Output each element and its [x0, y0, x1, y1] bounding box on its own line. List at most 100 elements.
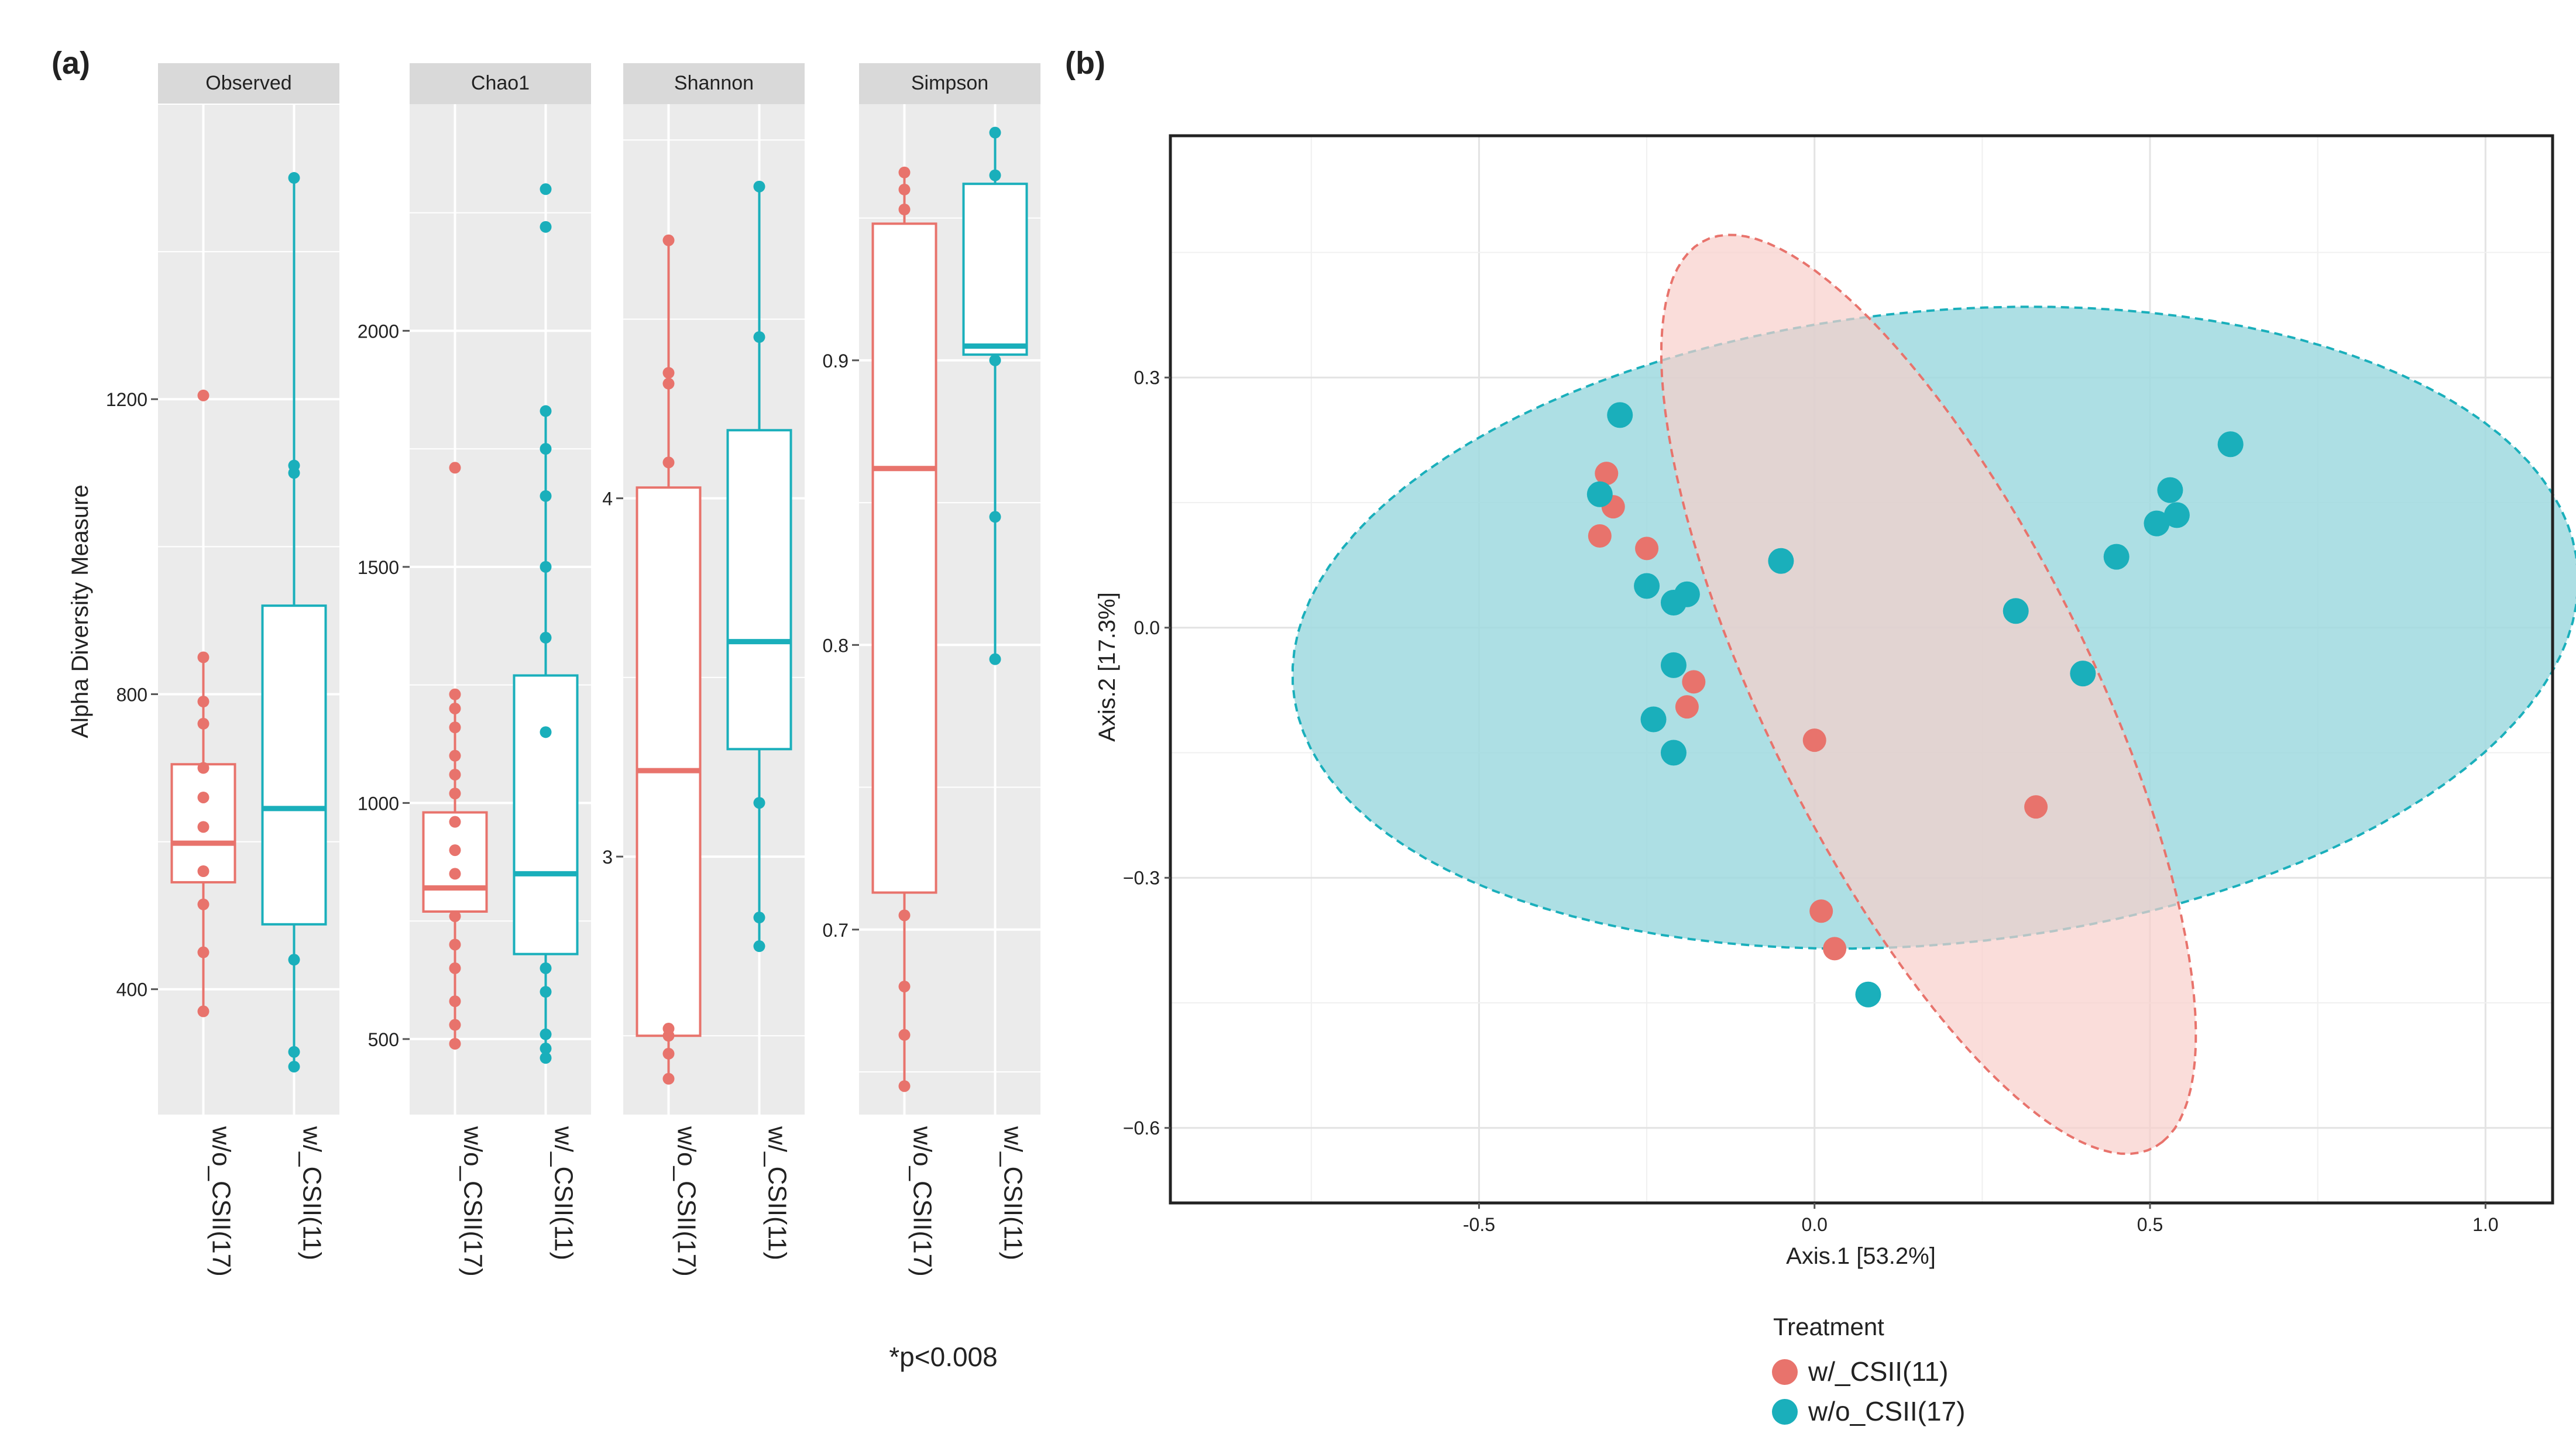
- point-with-csii: [1588, 524, 1612, 548]
- point-box-chao1-with-csii: [540, 221, 552, 233]
- strip-label-chao1: Chao1: [471, 72, 530, 94]
- point-box-observed-without-csii: [197, 762, 209, 774]
- point-box-shannon-without-csii: [662, 1047, 675, 1060]
- pcoa-y-axis-title: Axis.2 [17.3%]: [1094, 592, 1120, 742]
- box-shannon-without-csii: [636, 486, 702, 1037]
- panel-label-a: (a): [51, 46, 90, 81]
- point-box-simpson-without-csii: [898, 909, 911, 922]
- point-box-shannon-without-csii: [662, 377, 675, 390]
- point-box-chao1-without-csii: [449, 702, 461, 714]
- point-without-csii: [2003, 598, 2029, 624]
- point-box-shannon-with-csii: [753, 940, 765, 953]
- x-tick-label-box-shannon-with-csii: w/_CSII(11): [763, 1126, 792, 1260]
- point-box-shannon-without-csii: [662, 234, 675, 246]
- legend-key-with-csii: [1772, 1359, 1798, 1385]
- strip-label-observed: Observed: [205, 72, 291, 94]
- strip-label-simpson: Simpson: [911, 72, 988, 94]
- box-panel-simpson: Simpson 0.7 0.8 0.9 w/o_CSII(17) w/_CSII(11): [823, 63, 1040, 1277]
- x-tick-label-box-observed-without-csii: w/o_CSII(17): [207, 1126, 236, 1277]
- point-without-csii: [2157, 477, 2183, 503]
- point-with-csii: [1809, 899, 1833, 923]
- point-box-simpson-without-csii: [898, 203, 911, 215]
- legend-title: Treatment: [1773, 1313, 1884, 1340]
- point-box-shannon-without-csii: [662, 456, 675, 469]
- point-box-chao1-without-csii: [449, 688, 461, 700]
- point-box-chao1-without-csii: [449, 910, 461, 923]
- point-without-csii: [1660, 740, 1687, 766]
- point-box-simpson-with-csii: [989, 511, 1001, 523]
- strip-shannon: [623, 63, 805, 104]
- point-with-csii: [1635, 537, 1659, 561]
- point-box-chao1-without-csii: [449, 938, 461, 951]
- pcoa-x-tick-label: 0.0: [1801, 1214, 1827, 1235]
- box-chao1-without-csii: [422, 811, 488, 913]
- point-box-chao1-without-csii: [449, 788, 461, 800]
- point-box-observed-without-csii: [197, 791, 209, 803]
- strip-observed: [158, 63, 339, 104]
- point-box-shannon-with-csii: [753, 912, 765, 924]
- point-box-observed-with-csii: [288, 954, 300, 966]
- point-box-observed-without-csii: [197, 696, 209, 708]
- point-box-chao1-with-csii: [540, 1028, 552, 1040]
- point-box-chao1-without-csii: [449, 749, 461, 762]
- point-box-chao1-without-csii: [449, 962, 461, 974]
- box-panel-observed: Observed 400 800 1200 w/o_CSII(17) w/_CSII(11…: [106, 63, 339, 1277]
- y-tick-label-observed: 1200: [106, 389, 147, 410]
- point-box-chao1-with-csii: [540, 490, 552, 502]
- point-box-shannon-with-csii: [753, 180, 765, 192]
- point-box-observed-without-csii: [197, 898, 209, 910]
- y-tick-label-chao1: 500: [368, 1029, 399, 1050]
- pcoa-x-tick-label: 1.0: [2472, 1214, 2498, 1235]
- point-box-chao1-with-csii: [540, 726, 552, 738]
- point-box-chao1-without-csii: [449, 1019, 461, 1031]
- x-tick-label-box-shannon-without-csii: w/o_CSII(17): [672, 1126, 701, 1277]
- y-tick-label-observed: 800: [116, 684, 147, 705]
- point-with-csii: [1823, 937, 1847, 961]
- point-box-simpson-without-csii: [898, 166, 911, 178]
- y-tick-label-simpson: 0.9: [823, 350, 849, 372]
- point-box-simpson-with-csii: [989, 653, 1001, 665]
- point-box-simpson-without-csii: [898, 981, 911, 993]
- point-box-chao1-with-csii: [540, 631, 552, 644]
- y-tick-label-shannon: 3: [602, 847, 613, 868]
- point-box-simpson-without-csii: [898, 1029, 911, 1041]
- box-chao1-with-csii: [513, 674, 579, 955]
- y-tick-label-chao1: 1000: [358, 793, 399, 814]
- point-without-csii: [2217, 431, 2244, 458]
- box-panel-chao1: Chao1 500 1000 1500 2000 w/o_CSII(17) w/_CSII(…: [358, 63, 591, 1277]
- point-box-chao1-with-csii: [540, 1052, 552, 1064]
- x-tick-label-box-simpson-without-csii: w/o_CSII(17): [908, 1126, 937, 1277]
- point-box-observed-with-csii: [288, 459, 300, 472]
- x-tick-label-box-observed-with-csii: w/_CSII(11): [298, 1126, 327, 1260]
- legend-label-with-csii: w/_CSII(11): [1808, 1356, 1948, 1387]
- y-tick-label-simpson: 0.7: [823, 920, 849, 941]
- point-box-simpson-with-csii: [989, 126, 1001, 139]
- point-box-chao1-without-csii: [449, 816, 461, 828]
- point-without-csii: [1768, 548, 1794, 574]
- point-box-chao1-with-csii: [540, 183, 552, 195]
- point-with-csii: [1802, 728, 1826, 752]
- y-tick-label-chao1: 2000: [358, 321, 399, 342]
- pcoa-y-tick-label: −0.6: [1123, 1118, 1160, 1139]
- strip-chao1: [410, 63, 591, 104]
- point-without-csii: [1607, 402, 1633, 428]
- y-tick-label-observed: 400: [116, 979, 147, 1001]
- point-box-observed-with-csii: [288, 1061, 300, 1073]
- point-box-observed-without-csii: [197, 865, 209, 878]
- pcoa-x-tick-label: -0.5: [1463, 1214, 1495, 1235]
- point-box-shannon-without-csii: [662, 367, 675, 379]
- point-without-csii: [1640, 706, 1667, 733]
- box-simpson-with-csii: [962, 183, 1028, 356]
- pcoa-frame: [1169, 134, 2554, 1205]
- point-with-csii: [1595, 462, 1619, 486]
- pcoa-y-tick-label: 0.0: [1134, 617, 1160, 638]
- point-box-chao1-without-csii: [449, 868, 461, 880]
- point-with-csii: [2024, 795, 2048, 819]
- point-box-chao1-with-csii: [540, 962, 552, 974]
- legend-label-without-csii: w/o_CSII(17): [1808, 1396, 1965, 1426]
- point-box-observed-without-csii: [197, 821, 209, 833]
- point-box-observed-without-csii: [197, 1005, 209, 1017]
- point-box-chao1-with-csii: [540, 443, 552, 455]
- y-tick-label-shannon: 4: [602, 489, 613, 510]
